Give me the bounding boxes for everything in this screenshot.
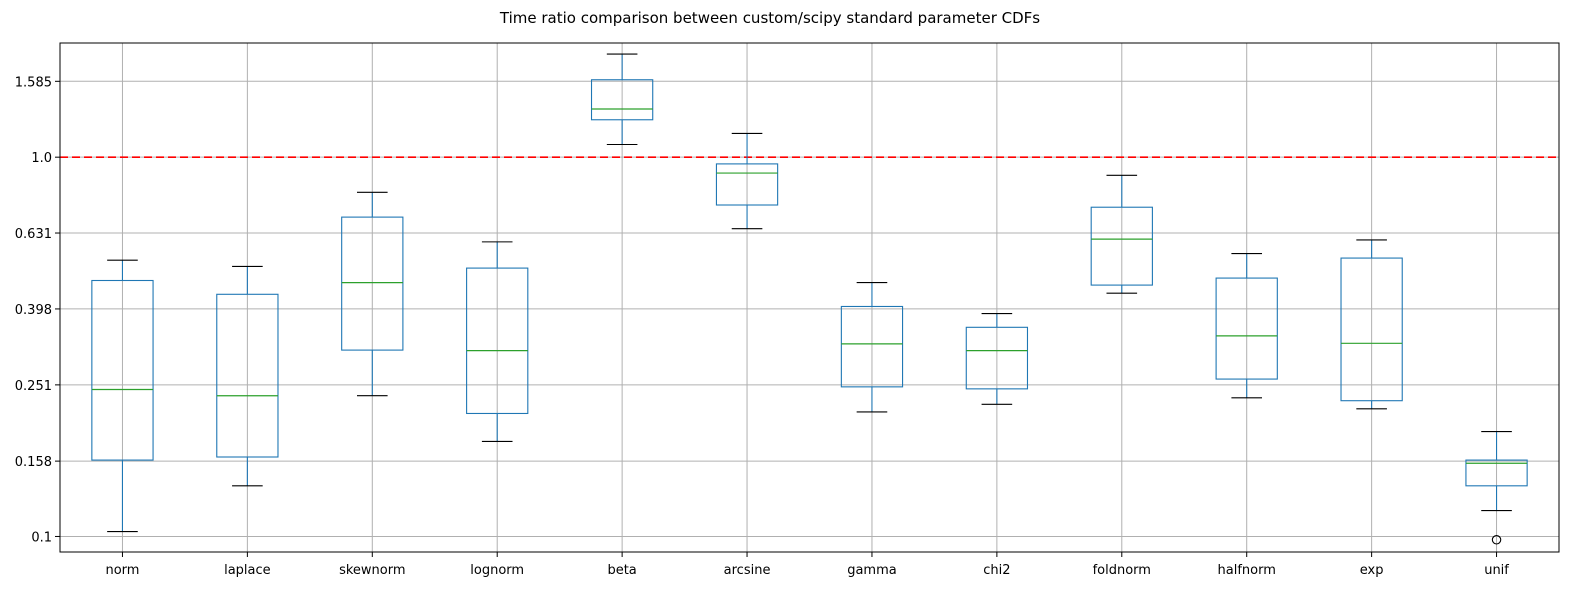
x-tick-label: gamma xyxy=(847,563,897,578)
iqr-box xyxy=(715,163,779,206)
y-tick-label: 0.1 xyxy=(31,530,52,545)
box-gamma xyxy=(840,282,904,413)
y-tick-label: 0.158 xyxy=(15,455,52,470)
iqr-box xyxy=(341,216,404,351)
x-tick-label: laplace xyxy=(224,563,271,578)
box-foldnorm xyxy=(1090,174,1153,294)
x-tick-label: norm xyxy=(105,563,139,578)
y-tick-label: 0.251 xyxy=(15,379,52,394)
box-skewnorm xyxy=(341,191,404,397)
x-tick-label: chi2 xyxy=(983,563,1010,578)
iqr-box xyxy=(1090,206,1153,286)
outlier-point xyxy=(1491,535,1502,545)
y-tick-label: 0.631 xyxy=(15,227,52,242)
box-laplace xyxy=(216,265,279,487)
iqr-box xyxy=(840,305,904,388)
x-tick-label: unif xyxy=(1484,563,1509,578)
chart-title: Time ratio comparison between custom/sci… xyxy=(499,9,1040,27)
box-unif xyxy=(1465,431,1528,545)
box-beta xyxy=(590,53,654,146)
box-arcsine xyxy=(715,132,779,230)
box-norm xyxy=(91,259,154,533)
iqr-box xyxy=(466,267,529,415)
box-halfnorm xyxy=(1215,253,1278,399)
x-tick-label: exp xyxy=(1360,563,1384,578)
axis-layer: 0.1 0.158 0.251 0.398 0.631 1.0 1.585 norm lapla… xyxy=(15,75,1510,578)
x-tick-label: beta xyxy=(607,563,636,578)
iqr-box xyxy=(216,293,279,458)
x-tick-label: foldnorm xyxy=(1093,563,1151,578)
iqr-box xyxy=(1340,257,1403,402)
plot-frame xyxy=(59,42,1560,553)
iqr-box xyxy=(590,79,654,121)
box-chi2 xyxy=(965,313,1029,405)
iqr-box xyxy=(91,279,154,461)
y-tick-label: 1.585 xyxy=(15,75,52,90)
x-tick-label: arcsine xyxy=(724,563,771,578)
box-exp xyxy=(1340,239,1403,410)
iqr-box xyxy=(1215,277,1278,380)
y-tick-label: 1.0 xyxy=(31,151,52,166)
box-lognorm xyxy=(466,241,529,443)
y-tick-label: 0.398 xyxy=(15,303,52,318)
iqr-box xyxy=(965,326,1029,390)
iqr-box xyxy=(1465,459,1528,487)
x-tick-label: lognorm xyxy=(470,563,524,578)
x-tick-label: skewnorm xyxy=(339,563,405,578)
x-tick-label: halfnorm xyxy=(1218,563,1276,578)
box-layer xyxy=(91,53,1528,545)
